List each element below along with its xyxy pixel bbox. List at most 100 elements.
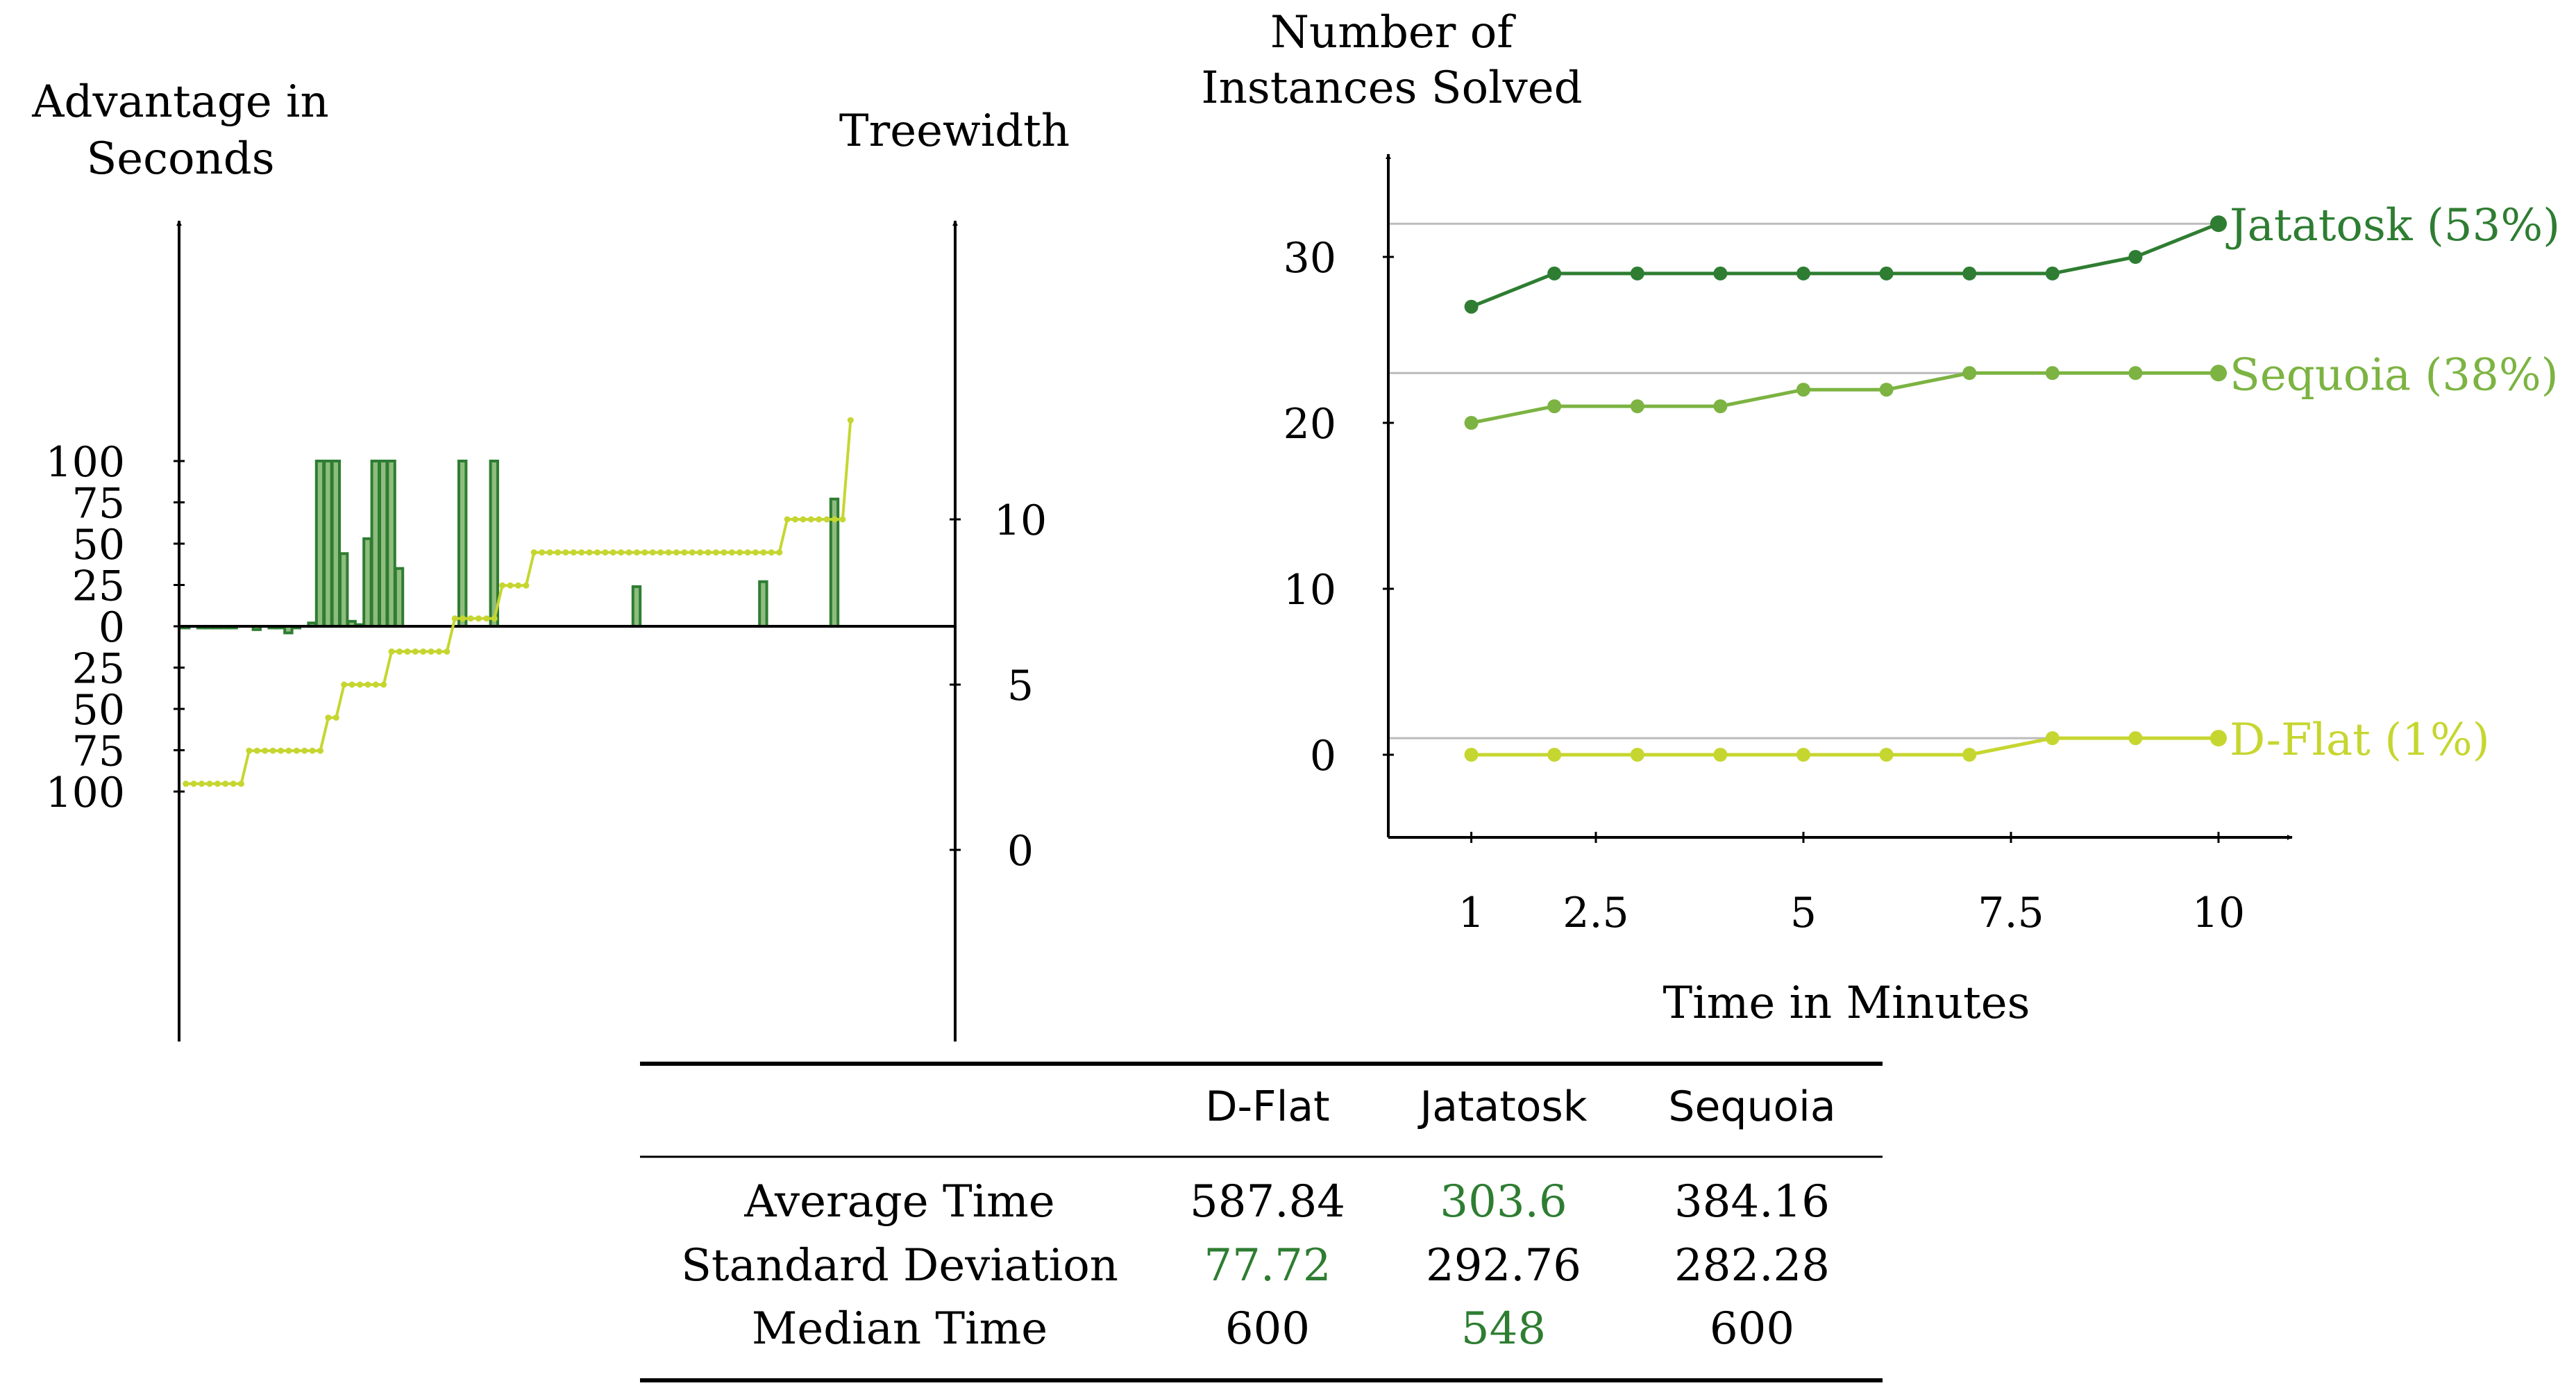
series-point xyxy=(1879,266,1894,281)
series-point xyxy=(1464,416,1479,430)
treewidth-point xyxy=(388,648,395,655)
series-label: Jatatosk (53%) xyxy=(2225,200,2560,251)
treewidth-point xyxy=(183,780,190,787)
treewidth-point xyxy=(847,417,854,424)
time-tick-group: 1 2.5 5 7.5 10 xyxy=(1458,832,2245,937)
treewidth-point xyxy=(460,615,466,622)
series-label: D-Flat (1%) xyxy=(2230,714,2490,766)
advantage-bar xyxy=(323,460,333,628)
treewidth-tick-label: 0 xyxy=(1007,827,1034,876)
treewidth-point xyxy=(199,780,205,787)
series-point xyxy=(2045,266,2060,281)
treewidth-point xyxy=(768,549,775,556)
series-point xyxy=(1630,748,1644,762)
left-ylabel-line2: Seconds xyxy=(86,133,274,185)
treewidth-point xyxy=(721,549,727,556)
table-cell: 600 xyxy=(1225,1303,1310,1355)
treewidth-point xyxy=(752,549,759,556)
time-tick-label: 7.5 xyxy=(1978,889,2044,937)
treewidth-point xyxy=(285,747,292,754)
table-header: D-Flat Jatatosk Sequoia xyxy=(1205,1082,1835,1131)
treewidth-point xyxy=(222,780,229,787)
treewidth-point xyxy=(713,549,719,556)
table-cell: 292.76 xyxy=(1426,1240,1581,1291)
treewidth-point xyxy=(555,549,561,556)
treewidth-point xyxy=(515,582,521,589)
advantage-tick-label: 50 xyxy=(72,686,125,735)
series-point xyxy=(2210,730,2227,747)
treewidth-point xyxy=(539,549,546,556)
series-point xyxy=(2210,365,2227,382)
advantage-bar xyxy=(758,580,768,628)
time-tick-label: 1 xyxy=(1458,889,1485,937)
advantage-tick-label: 25 xyxy=(72,562,125,611)
time-tick-label: 10 xyxy=(2192,889,2245,937)
series-point xyxy=(1464,748,1479,762)
treewidth-point xyxy=(634,549,640,556)
series-point xyxy=(2210,215,2227,233)
instances-solved-chart: Number of Instances Solved 30 20 10 0 1 2.5 5… xyxy=(1201,7,2560,1029)
advantage-tick-label: 75 xyxy=(72,480,125,528)
treewidth-point xyxy=(562,549,569,556)
series-line xyxy=(1471,736,2219,757)
series-point xyxy=(1464,299,1479,314)
series-point xyxy=(1962,266,1977,281)
advantage-tick-label: 0 xyxy=(99,603,125,652)
treewidth-point xyxy=(760,549,767,556)
treewidth-point xyxy=(206,780,213,787)
treewidth-tick-label: 5 xyxy=(1007,662,1034,710)
treewidth-point xyxy=(523,582,530,589)
treewidth-point xyxy=(341,681,348,688)
series-point xyxy=(1962,748,1977,762)
treewidth-point xyxy=(784,516,791,523)
advantage-bar xyxy=(457,460,468,628)
series-line xyxy=(1471,371,2219,425)
treewidth-line xyxy=(185,420,852,785)
treewidth-point xyxy=(491,615,498,622)
advantage-tick-label: 100 xyxy=(45,438,125,487)
advantage-bar xyxy=(339,552,349,628)
treewidth-point xyxy=(253,747,260,754)
series-label: Sequoia (38%) xyxy=(2230,349,2559,401)
treewidth-point xyxy=(412,648,419,655)
series-point xyxy=(1547,266,1562,281)
treewidth-point xyxy=(348,681,355,688)
treewidth-point xyxy=(697,549,704,556)
advantage-bar xyxy=(631,585,642,628)
advantage-tick-label: 50 xyxy=(72,521,125,569)
treewidth-point xyxy=(499,582,506,589)
treewidth-point xyxy=(800,516,807,523)
treewidth-point xyxy=(744,549,751,556)
treewidth-point xyxy=(332,714,339,721)
treewidth-point xyxy=(325,714,332,721)
table-column-header: Sequoia xyxy=(1668,1082,1835,1131)
right-ylabel-line2: Instances Solved xyxy=(1201,62,1582,114)
instances-tick-label: 30 xyxy=(1283,234,1336,283)
left-ylabel-line1: Advantage in xyxy=(31,76,328,128)
treewidth-point xyxy=(404,648,411,655)
treewidth-point xyxy=(483,615,490,622)
treewidth-point xyxy=(214,780,221,787)
treewidth-point xyxy=(436,648,442,655)
table-column-header: Jatatosk xyxy=(1417,1082,1588,1131)
series-point xyxy=(1547,399,1562,414)
treewidth-point xyxy=(507,582,514,589)
series-point xyxy=(1879,748,1894,762)
table-body: Average Time 587.84 303.6 384.16 Standard De… xyxy=(681,1176,1830,1355)
treewidth-point xyxy=(649,549,656,556)
series-point xyxy=(1879,383,1894,397)
time-tick-label: 5 xyxy=(1790,889,1817,937)
advantage-bar xyxy=(378,460,389,628)
treewidth-point xyxy=(832,516,838,523)
treewidth-point xyxy=(530,549,537,556)
treewidth-point xyxy=(428,648,435,655)
series-point xyxy=(2045,366,2060,380)
treewidth-point xyxy=(594,549,600,556)
treewidth-point xyxy=(451,615,458,622)
treewidth-point xyxy=(364,681,371,688)
table-row-label: Standard Deviation xyxy=(681,1240,1118,1291)
treewidth-point xyxy=(380,681,387,688)
treewidth-point xyxy=(238,780,244,787)
treewidth-point xyxy=(665,549,672,556)
treewidth-point xyxy=(190,780,197,787)
